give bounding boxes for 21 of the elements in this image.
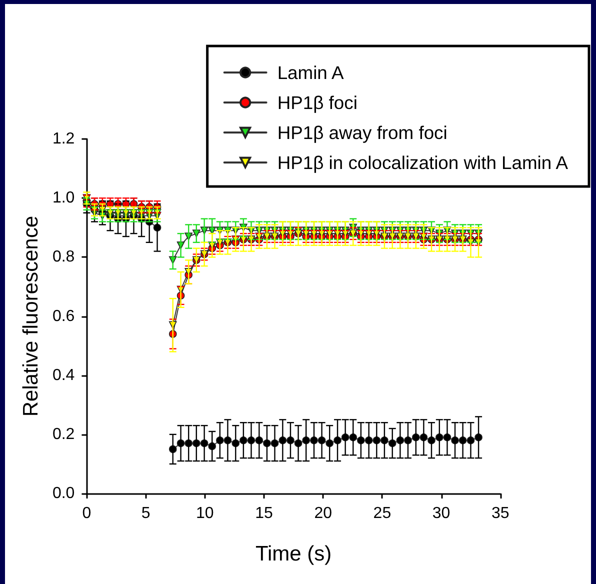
x-tick-label: 10 xyxy=(196,505,214,522)
x-tick-label: 20 xyxy=(314,505,332,522)
y-tick-label: 1.2 xyxy=(52,130,75,148)
x-tick-label: 15 xyxy=(255,505,273,522)
x-tick-label: 30 xyxy=(432,505,450,522)
y-tick-label: 0.2 xyxy=(52,426,75,443)
y-tick-label: 0.0 xyxy=(52,485,75,502)
x-tick-label: 0 xyxy=(82,505,92,522)
x-tick-label: 25 xyxy=(373,505,392,522)
y-tick-label: 0.4 xyxy=(52,366,75,384)
x-tick-label: 5 xyxy=(141,505,150,522)
legend-label: HP1β in colocalization with Lamin A xyxy=(277,152,569,173)
legend-label: Lamin A xyxy=(277,62,344,83)
x-tick-label: 35 xyxy=(492,505,510,522)
legend-label: HP1β away from foci xyxy=(277,122,448,143)
y-tick-label: 0.8 xyxy=(52,248,75,266)
y-tick-label: 1.0 xyxy=(52,190,75,207)
y-tick-label: 0.6 xyxy=(52,308,75,325)
x-axis-title: Time (s) xyxy=(255,542,332,566)
legend-label: HP1β foci xyxy=(277,92,358,113)
y-axis-title: Relative fluorescence xyxy=(20,216,43,417)
